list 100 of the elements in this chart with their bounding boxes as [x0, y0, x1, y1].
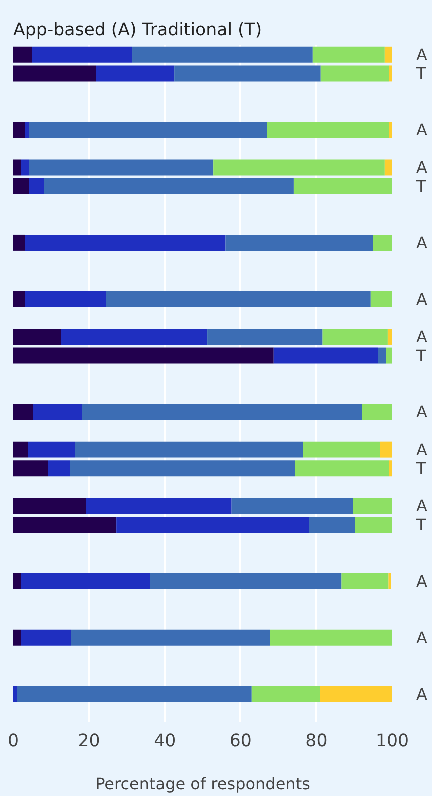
bar [389, 122, 392, 138]
bar [388, 328, 392, 345]
bar [295, 460, 390, 477]
x-tick-label: 60 [230, 732, 252, 752]
bar [132, 46, 313, 63]
bar [14, 573, 22, 590]
bar [21, 160, 30, 176]
chart-title: App-based (A) Traditional (T) [14, 20, 262, 40]
bar [320, 66, 390, 82]
bar [21, 630, 72, 646]
bar [44, 178, 294, 195]
y-tick-label: A [416, 402, 428, 422]
bar [25, 122, 30, 138]
y-tick-label: A [416, 233, 428, 252]
bar [48, 460, 70, 477]
bar [75, 442, 304, 458]
bar [150, 573, 342, 590]
x-tick-label: 80 [306, 732, 328, 752]
x-axis-title: Percentage of respondents [96, 774, 310, 794]
bar [226, 234, 374, 251]
bar [232, 498, 354, 514]
bar [29, 178, 44, 195]
y-tick-label: A [416, 327, 428, 346]
bar [294, 178, 392, 195]
bar [29, 122, 268, 138]
y-tick-label: T [416, 177, 426, 196]
bar [355, 517, 392, 534]
bar [309, 517, 356, 534]
bar [384, 46, 392, 63]
bar [373, 234, 392, 251]
y-tick-label: A [416, 496, 428, 516]
bar [106, 291, 371, 308]
bar [378, 348, 386, 364]
y-tick-label: A [416, 440, 428, 460]
bar [322, 328, 388, 345]
bar [29, 160, 214, 176]
bar [14, 517, 117, 534]
bar [32, 46, 133, 63]
bar [61, 328, 208, 345]
bar [312, 46, 385, 63]
bar [17, 686, 252, 702]
bar [28, 442, 76, 458]
x-tick-label: 20 [78, 732, 100, 752]
y-tick-label: T [416, 516, 426, 535]
bar [320, 686, 392, 702]
y-tick-label: A [416, 628, 428, 648]
x-tick-label: 100 [376, 732, 410, 752]
y-tick-label: A [416, 120, 428, 140]
y-tick-label: A [416, 45, 428, 64]
bar [303, 442, 380, 458]
bar [389, 460, 392, 477]
bar [14, 498, 86, 514]
y-tick-label: A [416, 684, 428, 704]
bar [14, 328, 62, 345]
bar [33, 404, 82, 420]
bar [14, 348, 274, 364]
bar [96, 66, 175, 82]
bar [208, 328, 323, 345]
y-tick-label: T [416, 459, 426, 478]
bar [82, 404, 362, 420]
bar [384, 160, 392, 176]
bar [14, 686, 18, 702]
y-tick-label: A [416, 572, 428, 591]
bar [274, 348, 378, 364]
bar [370, 291, 392, 308]
bar [14, 178, 30, 195]
bar [389, 66, 392, 82]
bar [362, 404, 392, 420]
x-tick-label: 40 [154, 732, 176, 752]
bar [267, 122, 390, 138]
bar [353, 498, 392, 514]
bar [214, 160, 385, 176]
bar [14, 460, 48, 477]
bar [14, 160, 22, 176]
bar [388, 573, 392, 590]
bar [14, 404, 34, 420]
y-tick-label: T [416, 64, 426, 84]
bar [25, 234, 226, 251]
bar [70, 460, 296, 477]
bar [116, 517, 310, 534]
bar [21, 573, 150, 590]
bar [86, 498, 232, 514]
bar [342, 573, 389, 590]
bar [14, 66, 96, 82]
bar [25, 291, 106, 308]
bar [14, 630, 22, 646]
bar [14, 122, 26, 138]
bar [174, 66, 321, 82]
bar [386, 348, 392, 364]
bar [380, 442, 392, 458]
y-tick-label: T [416, 346, 426, 366]
bar [14, 442, 28, 458]
bar [14, 234, 26, 251]
y-tick-label: A [416, 290, 428, 309]
bar [252, 686, 320, 702]
bar [14, 46, 32, 63]
bar [14, 291, 26, 308]
bar [270, 630, 392, 646]
x-tick-label: 0 [8, 732, 20, 752]
bar [71, 630, 270, 646]
